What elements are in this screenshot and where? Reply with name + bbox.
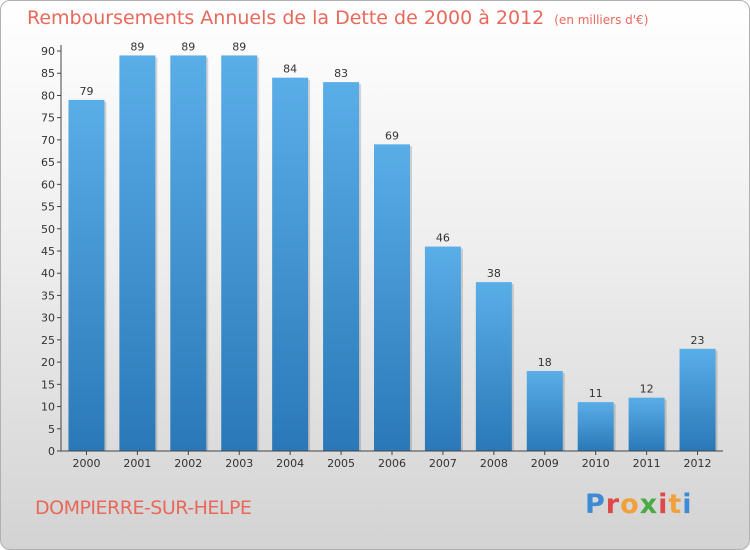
logo-letter: i (658, 489, 669, 520)
x-tick-label: 2007 (429, 457, 457, 470)
bar-2007 (424, 246, 461, 451)
bar-value-label: 84 (283, 63, 297, 76)
chart-subtitle: (en milliers d'€) (554, 13, 649, 27)
proxiti-logo: Proxiti (585, 489, 693, 520)
x-tick-label: 2008 (480, 457, 508, 470)
bar-2004 (272, 77, 309, 452)
bar-value-label: 38 (487, 267, 501, 280)
bar-value-label: 18 (538, 356, 552, 369)
y-tick-label: 75 (41, 112, 55, 125)
bar-value-label: 89 (181, 40, 195, 53)
bar-2008 (475, 282, 512, 451)
logo-letter: o (620, 489, 640, 520)
bar-value-label: 83 (334, 67, 348, 80)
y-tick-label: 65 (41, 156, 55, 169)
bar-value-label: 79 (79, 85, 93, 98)
bar-2003 (221, 55, 258, 451)
x-tick-label: 2009 (531, 457, 559, 470)
bar-value-label: 23 (691, 334, 705, 347)
bar-2009 (526, 371, 563, 451)
bar-2001 (119, 55, 156, 451)
logo-letter: x (639, 489, 659, 520)
y-tick-label: 40 (41, 267, 55, 280)
logo-letter: i (682, 489, 693, 520)
x-tick-label: 2005 (327, 457, 355, 470)
city-name: DOMPIERRE-SUR-HELPE (35, 497, 252, 519)
x-tick-label: 2011 (633, 457, 661, 470)
bar-2000 (68, 99, 105, 451)
logo-letter: t (668, 489, 683, 520)
bar-value-label: 89 (130, 40, 144, 53)
x-tick-label: 2002 (174, 457, 202, 470)
y-tick-label: 55 (41, 201, 55, 214)
y-tick-label: 35 (41, 289, 55, 302)
bar-value-label: 69 (385, 129, 399, 142)
bar-2006 (374, 144, 410, 452)
bar-value-label: 12 (640, 383, 654, 396)
axes: 0 5 10 15 20 25 30 35 40 45 50 55 60 65 70 75 80 85 90 2000… (41, 45, 723, 470)
y-tick-label: 25 (41, 334, 55, 347)
bar-2012 (679, 348, 716, 451)
x-tick-label: 2012 (684, 457, 712, 470)
y-tick-label: 30 (41, 312, 55, 325)
y-tick-label: 10 (41, 401, 55, 414)
y-tick-label: 45 (41, 245, 55, 258)
bars: 79 89 89 89 84 83 69 46 38 18 11 12 23 (68, 40, 718, 452)
y-tick-label: 0 (48, 445, 55, 458)
x-tick-label: 2006 (378, 457, 406, 470)
y-tick-label: 80 (41, 89, 55, 102)
bar-value-label: 11 (589, 387, 603, 400)
y-tick-label: 20 (41, 356, 55, 369)
bar-2005 (323, 82, 360, 451)
x-tick-label: 2001 (123, 457, 151, 470)
y-tick-label: 70 (41, 134, 55, 147)
y-tick-label: 85 (41, 67, 55, 80)
chart-title: Remboursements Annuels de la Dette de 20… (27, 7, 649, 29)
bar-2002 (170, 55, 207, 451)
y-tick-label: 60 (41, 178, 55, 191)
logo-letter: r (605, 489, 621, 520)
x-tick-label: 2004 (276, 457, 304, 470)
y-tick-label: 5 (48, 423, 55, 436)
bar-2011 (628, 397, 665, 451)
logo-letter: P (585, 489, 606, 520)
x-tick-label: 2000 (72, 457, 100, 470)
y-tick-label: 15 (41, 378, 55, 391)
bar-2010 (577, 402, 614, 451)
bar-value-label: 46 (436, 232, 450, 245)
y-tick-label: 50 (41, 223, 55, 236)
x-tick-label: 2010 (582, 457, 610, 470)
x-tick-label: 2003 (225, 457, 253, 470)
y-tick-label: 90 (41, 45, 55, 58)
bar-value-label: 89 (232, 40, 246, 53)
